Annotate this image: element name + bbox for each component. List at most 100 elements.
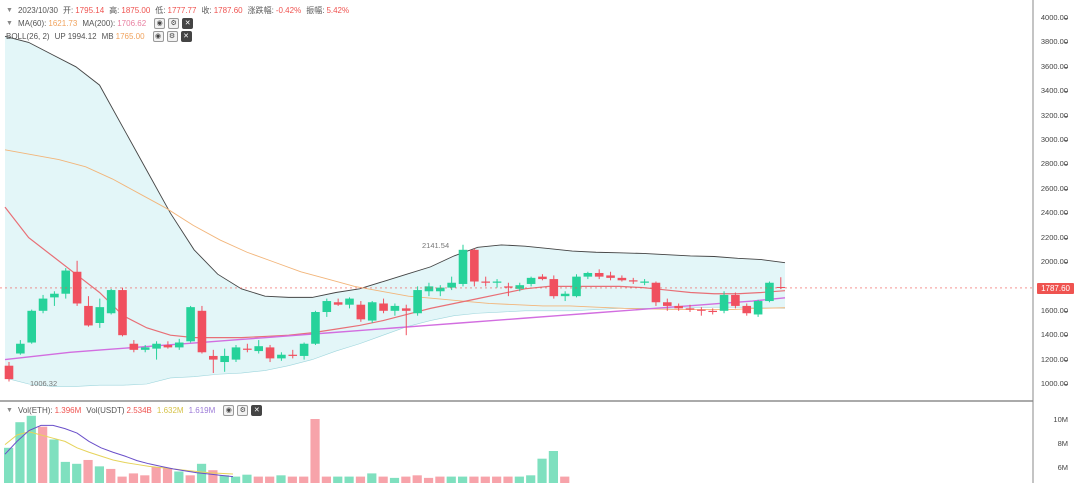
ohlc-legend: ▼ 2023/10/30 开: 1795.14 高: 1875.00 低: 17… <box>6 5 354 16</box>
candle <box>254 340 263 354</box>
boll-mb-value: 1765.00 <box>115 32 145 41</box>
candle-body <box>628 280 638 282</box>
high-value: 1875.00 <box>121 6 151 15</box>
boll-legend: BOLL(26, 2) UP 1994.12 MB 1765.00 ◉ ⚙ ✕ <box>6 31 192 42</box>
price-axis-tick-mark <box>1064 237 1068 239</box>
volume-bar <box>514 476 524 483</box>
price-axis-tick-label: 2400.00 <box>1040 208 1068 218</box>
candle-body <box>390 305 400 311</box>
last-price-badge: 1787.60 <box>1037 283 1074 294</box>
volume-bar <box>83 459 93 483</box>
volume-bar <box>458 476 468 483</box>
low-label: 低: <box>155 6 166 15</box>
candle-body <box>697 309 706 311</box>
candle-body <box>186 307 195 342</box>
candles-group <box>0 244 1033 382</box>
boll-up-label: UP <box>54 32 66 41</box>
volume-bar <box>94 466 104 483</box>
amplitude-value: 5.42% <box>326 6 350 15</box>
volume-bar <box>60 461 70 483</box>
ma60-value: 1621.73 <box>48 19 78 28</box>
candle <box>424 282 434 297</box>
price-axis-tick-label: 3600.00 <box>1040 61 1068 71</box>
ma-caret-icon[interactable]: ▼ <box>6 20 13 27</box>
volume-bar <box>208 470 218 483</box>
candle-body <box>560 293 570 297</box>
volume-bar <box>333 476 343 483</box>
volume-axis-tick-label: 6M <box>1057 463 1068 472</box>
amplitude-label: 振幅: <box>306 6 325 15</box>
price-axis-tick-mark <box>1064 335 1068 337</box>
bollinger-band-fill <box>5 36 785 387</box>
candle-body <box>413 290 422 314</box>
price-axis-tick-mark <box>1064 42 1068 44</box>
close-icon[interactable]: ✕ <box>182 18 194 29</box>
volume-bar <box>106 468 116 483</box>
candle <box>776 277 786 290</box>
candle <box>458 244 468 287</box>
candle <box>95 298 105 328</box>
candle <box>106 288 116 315</box>
candle-body <box>617 277 627 281</box>
candle-body <box>311 312 320 344</box>
candle-body <box>526 277 536 284</box>
candle-body <box>765 282 774 302</box>
candle-body <box>594 272 604 277</box>
candle <box>277 352 286 361</box>
close-value: 1787.60 <box>213 6 243 15</box>
candle <box>572 274 581 298</box>
candle-body <box>481 281 490 283</box>
candle <box>753 299 763 317</box>
price-axis-tick-mark <box>1064 262 1068 263</box>
volume-ma-short-line <box>4 431 234 475</box>
volume-bar <box>480 476 490 483</box>
price-axis-tick-label: 2200.00 <box>1040 232 1068 242</box>
close-icon[interactable]: ✕ <box>180 31 192 42</box>
volume-bar <box>117 476 127 483</box>
close-icon[interactable]: ✕ <box>251 405 263 416</box>
eye-icon[interactable]: ◉ <box>152 31 164 42</box>
candle <box>311 310 320 345</box>
candle <box>129 340 139 353</box>
volume-bar <box>242 474 252 483</box>
candle <box>299 342 309 360</box>
candle <box>61 268 71 299</box>
candle <box>140 344 150 353</box>
volume-ma-long-line <box>4 424 234 478</box>
ma-legend: ▼ MA(60): 1621.73 MA(200): 1706.62 ◉ ⚙ ✕ <box>6 18 194 29</box>
candle <box>186 305 195 343</box>
settings-gear-icon[interactable]: ⚙ <box>237 405 249 416</box>
candle <box>515 282 525 292</box>
candle-body <box>685 308 695 310</box>
ma60-label: MA(60): <box>17 19 47 28</box>
candle <box>436 285 445 297</box>
candle <box>333 298 343 306</box>
candle <box>549 275 559 299</box>
candle <box>526 276 536 287</box>
volume-caret-icon[interactable]: ▼ <box>6 407 13 414</box>
volume-bar <box>219 475 229 483</box>
collapse-caret-icon[interactable]: ▼ <box>6 7 13 14</box>
price-axis-tick-mark <box>1064 18 1068 19</box>
volume-bar <box>526 475 536 483</box>
eye-icon[interactable]: ◉ <box>154 18 166 29</box>
candle-body <box>549 279 559 297</box>
eye-icon[interactable]: ◉ <box>223 405 235 416</box>
price-axis-tick-mark <box>1064 188 1068 190</box>
candle-body <box>753 301 763 315</box>
candle-body <box>333 302 343 305</box>
price-axis-tick-label: 1400.00 <box>1040 330 1068 340</box>
candle-body <box>220 355 229 363</box>
settings-gear-icon[interactable]: ⚙ <box>166 31 178 42</box>
candle-body <box>708 310 717 313</box>
candle <box>4 362 14 382</box>
candle <box>38 294 48 314</box>
candle <box>492 279 502 288</box>
settings-gear-icon[interactable]: ⚙ <box>168 18 180 29</box>
candle <box>197 305 207 354</box>
volume-bar <box>231 476 241 483</box>
candle <box>174 338 184 350</box>
candle-body <box>663 302 672 306</box>
